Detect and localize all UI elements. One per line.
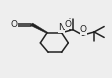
Text: O: O xyxy=(80,25,87,34)
Polygon shape xyxy=(30,23,48,33)
Text: O: O xyxy=(11,20,17,29)
Text: O: O xyxy=(64,20,71,29)
Text: N: N xyxy=(58,23,65,32)
